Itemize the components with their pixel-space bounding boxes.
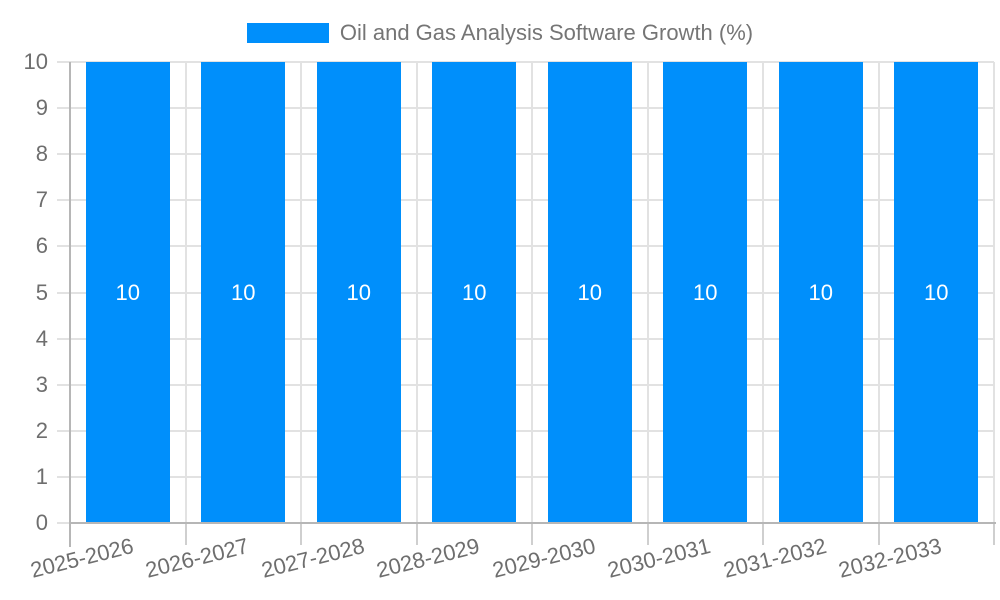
bar-value-label: 10 — [924, 279, 949, 305]
legend-label: Oil and Gas Analysis Software Growth (%) — [339, 20, 754, 45]
y-axis-line — [69, 62, 71, 547]
y-axis-tick-label: 8 — [35, 141, 48, 167]
gridline-horizontal — [57, 475, 994, 478]
y-axis-tick-label: 6 — [35, 233, 48, 259]
gridline-horizontal — [57, 383, 994, 386]
bar-value-label: 10 — [577, 279, 602, 305]
gridline-vertical — [993, 62, 995, 523]
x-axis-tick-label: 2029-2030 — [489, 533, 598, 583]
gridline-vertical — [415, 62, 418, 523]
bar[interactable]: 10 — [201, 62, 286, 523]
x-axis-tick — [184, 523, 187, 545]
gridline-horizontal — [57, 245, 994, 248]
gridline-vertical — [184, 62, 187, 523]
bar-value-label: 10 — [346, 279, 371, 305]
x-axis-tick-label: 2030-2031 — [604, 533, 714, 583]
x-axis-tick — [415, 523, 418, 545]
x-axis-tick — [762, 523, 764, 545]
y-axis-tick-label: 3 — [35, 371, 48, 397]
x-axis-tick-label: 2031-2032 — [720, 533, 829, 583]
y-axis-tick-label: 7 — [35, 187, 48, 213]
gridline-vertical — [531, 62, 533, 523]
x-axis-line — [70, 522, 996, 524]
y-axis-tick-label: 10 — [23, 49, 48, 74]
bar[interactable]: 10 — [85, 62, 170, 523]
x-axis-tick-label: 2026-2027 — [142, 533, 252, 583]
x-axis-tick — [877, 523, 880, 545]
bar[interactable]: 10 — [663, 62, 748, 523]
x-axis-tick — [993, 523, 995, 545]
x-axis-tick — [300, 523, 302, 545]
gridline-horizontal — [57, 337, 994, 340]
x-axis-tick-label: 2027-2028 — [258, 533, 367, 583]
gridline-horizontal — [57, 291, 994, 294]
bar[interactable]: 10 — [547, 62, 632, 523]
gridline-vertical — [877, 62, 880, 523]
bar-value-label: 10 — [462, 279, 487, 305]
gridline-horizontal — [57, 199, 994, 202]
bar-value-label: 10 — [231, 279, 256, 305]
y-axis-tick-label: 5 — [35, 279, 48, 305]
legend-swatch — [246, 23, 329, 43]
gridline-horizontal — [57, 107, 994, 110]
gridline-horizontal — [57, 153, 994, 156]
x-axis-tick — [646, 523, 649, 545]
y-axis-tick-label: 0 — [35, 510, 48, 535]
x-axis-tick-label: 2032-2033 — [835, 533, 945, 583]
y-axis-tick-label: 1 — [35, 463, 48, 489]
y-axis-tick-label: 4 — [35, 325, 48, 351]
gridline-horizontal — [57, 429, 994, 432]
gridline-vertical — [300, 62, 302, 523]
bar[interactable]: 10 — [316, 62, 401, 523]
x-axis-tick — [531, 523, 533, 545]
x-axis-tick-label: 2025-2026 — [27, 533, 136, 583]
bar[interactable]: 10 — [778, 62, 863, 523]
bar-value-label: 10 — [693, 279, 718, 305]
chart-legend[interactable]: Oil and Gas Analysis Software Growth (%) — [0, 21, 1000, 45]
y-axis-tick-label: 9 — [35, 95, 48, 121]
y-axis-tick-label: 2 — [35, 417, 48, 443]
bar-value-label: 10 — [115, 279, 140, 305]
gridline-vertical — [762, 62, 764, 523]
gridline-vertical — [646, 62, 649, 523]
bar[interactable]: 10 — [432, 62, 517, 523]
bar[interactable]: 10 — [894, 62, 979, 523]
x-axis-tick-label: 2028-2029 — [373, 533, 483, 583]
bar-value-label: 10 — [808, 279, 833, 305]
gridline-horizontal — [57, 61, 994, 63]
